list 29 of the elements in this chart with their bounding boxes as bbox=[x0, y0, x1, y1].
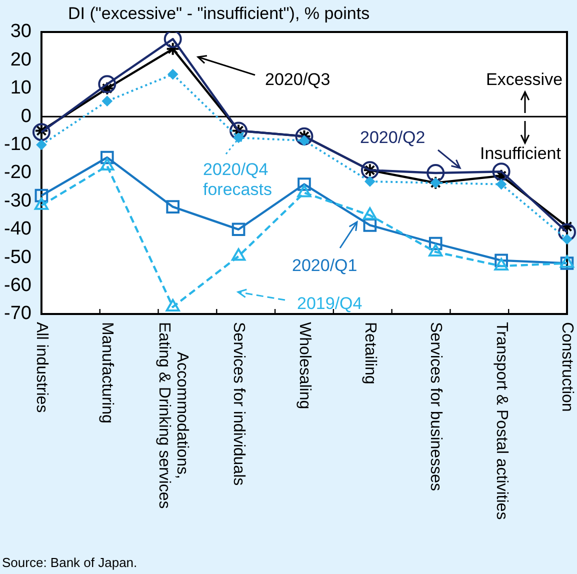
x-tick-label: Wholesaling bbox=[296, 322, 313, 410]
y-tick-label: -40 bbox=[4, 218, 32, 240]
x-tick-label: Manufacturing bbox=[98, 322, 116, 424]
y-tick-label: 10 bbox=[10, 78, 32, 99]
y-tick-label: 0 bbox=[20, 106, 32, 127]
x-tick-label: Retailing bbox=[362, 322, 379, 384]
y-tick-label: -30 bbox=[4, 190, 32, 212]
x-tick-label: Construction bbox=[558, 322, 576, 412]
y-tick-label: -70 bbox=[4, 303, 32, 324]
y-tick-label: -50 bbox=[4, 246, 32, 268]
annotation: Insufficient bbox=[480, 144, 561, 164]
y-tick-label: 20 bbox=[10, 49, 32, 70]
legend-label: 2020/Q4 forecasts bbox=[203, 160, 273, 200]
x-tick-label: All industries bbox=[33, 322, 50, 413]
text: 2019/Q4 bbox=[297, 294, 362, 314]
text: 2020/Q3 bbox=[265, 70, 330, 90]
x-tick-label: Transport & Postal activities bbox=[492, 322, 510, 520]
y-tick-label: 30 bbox=[10, 21, 32, 42]
annotation: Excessive bbox=[486, 70, 563, 90]
x-tick-label: Services for businesses bbox=[427, 322, 444, 491]
y-tick-label: -60 bbox=[4, 275, 32, 296]
x-tick-label: Accommodations, Eating & Drinking services bbox=[155, 322, 190, 509]
chart-title: DI ("excessive" - "insufficient"), % points bbox=[68, 4, 370, 24]
series-label: 2020/Q2 bbox=[360, 128, 426, 148]
y-tick-label: -20 bbox=[4, 162, 32, 184]
source-note: Source: Bank of Japan. bbox=[2, 555, 138, 570]
y-tick-label: -10 bbox=[4, 134, 32, 156]
legend-label: 2020/Q1 bbox=[292, 256, 358, 276]
x-tick-label: Services for individuals bbox=[230, 322, 248, 486]
